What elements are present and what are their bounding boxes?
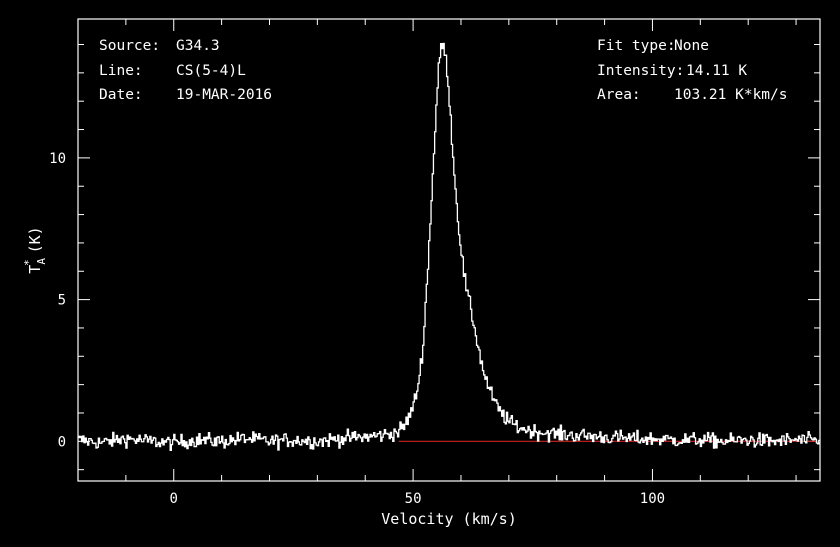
- y-axis-label-unit: (K): [26, 226, 44, 253]
- info-area-key: Area:: [597, 87, 641, 103]
- info-source-key: Source:: [99, 38, 160, 54]
- info-intensity-key: Intensity:: [597, 63, 684, 79]
- info-date-value: 19-MAR-2016: [176, 87, 272, 103]
- info-right: Fit type: None Intensity: 14.11 K Area: …: [597, 38, 788, 103]
- info-date-key: Date:: [99, 87, 143, 103]
- svg-text:TA*(K): TA* (K): [22, 226, 48, 273]
- spectrum-line: [78, 42, 820, 451]
- info-intensity-value: 14.11 K: [686, 63, 747, 79]
- info-source-value: G34.3: [176, 38, 220, 54]
- tick-labels: 0 50 100 0 5 10: [49, 151, 665, 507]
- x-tick-label: 50: [405, 491, 422, 507]
- info-left: Source: G34.3 Line: CS(5-4)L Date: 19-MA…: [99, 38, 272, 103]
- y-tick-label: 5: [58, 293, 66, 309]
- y-axis-label-sup: *: [22, 259, 35, 266]
- x-axis-label: Velocity (km/s): [381, 510, 516, 528]
- y-axis-label-sub: A: [35, 258, 48, 265]
- info-line-key: Line:: [99, 63, 143, 79]
- y-tick-label: 0: [58, 434, 66, 450]
- x-tick-label: 100: [640, 491, 665, 507]
- info-line-value: CS(5-4)L: [176, 63, 246, 79]
- y-axis-label: TA* (K): [22, 226, 48, 273]
- x-tick-label: 0: [170, 491, 178, 507]
- info-fittype-key: Fit type:: [597, 38, 676, 54]
- y-axis-label-main: T: [26, 265, 44, 274]
- plot-frame: [77, 18, 821, 482]
- axis-ticks: [78, 19, 820, 481]
- info-fittype-value: None: [674, 38, 709, 54]
- info-area-value: 103.21 K*km/s: [674, 87, 788, 103]
- y-tick-label: 10: [49, 151, 66, 167]
